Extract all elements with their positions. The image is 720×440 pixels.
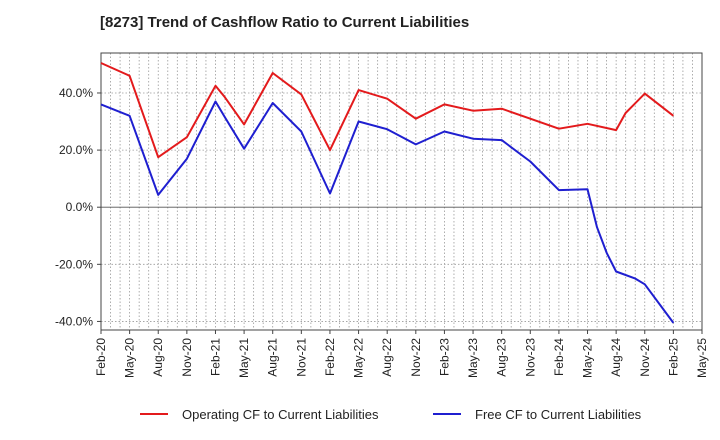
x-tick-label: May-24 <box>581 338 595 378</box>
y-tick-label: -40.0% <box>55 314 93 328</box>
plot-frame <box>100 52 703 331</box>
x-tick-label: Aug-22 <box>380 338 394 377</box>
x-tick-label: Nov-23 <box>523 338 537 377</box>
x-tick-label: May-23 <box>466 338 480 378</box>
x-tick-label: May-20 <box>123 338 137 378</box>
x-tick-label: Nov-20 <box>180 338 194 377</box>
chart-title: [8273] Trend of Cashflow Ratio to Curren… <box>100 14 470 31</box>
y-tick-label: -20.0% <box>55 257 93 271</box>
x-tick-label: Feb-24 <box>552 338 566 376</box>
x-tick-label: Feb-21 <box>208 338 222 376</box>
y-tick-label: 20.0% <box>59 143 93 157</box>
x-tick-label: May-25 <box>695 338 709 378</box>
x-tick-label: Nov-21 <box>294 338 308 377</box>
x-tick-label: Feb-22 <box>323 338 337 376</box>
y-tick-label: 0.0% <box>66 200 94 214</box>
x-tick-label: Aug-21 <box>266 338 280 377</box>
legend-label-operating-cf: Operating CF to Current Liabilities <box>182 407 379 422</box>
x-tick-label: May-22 <box>352 338 366 378</box>
x-tick-label: Aug-20 <box>151 338 165 377</box>
series-line-free-cf <box>100 100 675 324</box>
x-tick-label: Feb-20 <box>94 338 108 376</box>
x-tick-label: Aug-24 <box>609 338 623 377</box>
x-tick-label: May-21 <box>237 338 251 378</box>
y-tick-label: 40.0% <box>59 86 93 100</box>
x-tick-label: Feb-25 <box>666 338 680 376</box>
series-line-operating-cf <box>100 62 675 159</box>
legend-label-free-cf: Free CF to Current Liabilities <box>475 407 642 422</box>
x-tick-label: Nov-22 <box>409 338 423 377</box>
x-tick-label: Nov-24 <box>638 338 652 377</box>
x-tick-label: Feb-23 <box>437 338 451 376</box>
x-tick-label: Aug-23 <box>495 338 509 377</box>
